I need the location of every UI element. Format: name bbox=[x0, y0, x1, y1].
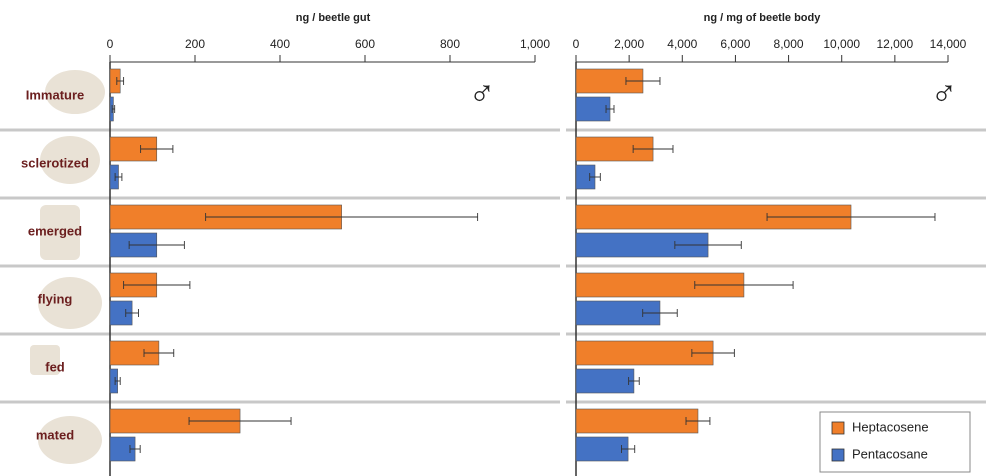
beetle-icons bbox=[30, 70, 105, 464]
error-bar bbox=[625, 77, 661, 85]
error-bar bbox=[114, 173, 123, 181]
x-tick-label: 8,000 bbox=[774, 37, 804, 51]
error-bar bbox=[143, 349, 175, 357]
error-bar bbox=[605, 105, 615, 113]
bar bbox=[575, 96, 611, 122]
axis-title: ng / mg of beetle body bbox=[704, 12, 822, 24]
bar bbox=[575, 436, 629, 462]
error-bar bbox=[685, 417, 711, 425]
x-tick-label: 1,000 bbox=[520, 37, 550, 51]
legend-box bbox=[819, 411, 971, 473]
annotation: ♂ bbox=[469, 73, 496, 114]
error-bar bbox=[628, 377, 640, 385]
error-bar bbox=[632, 145, 674, 153]
category-label: mated bbox=[36, 427, 74, 442]
axis-title: ng / beetle gut bbox=[296, 12, 371, 24]
error-bar bbox=[188, 417, 292, 425]
error-bar bbox=[111, 105, 116, 113]
x-tick-label: 0 bbox=[107, 37, 114, 51]
category-label: sclerotized bbox=[21, 155, 89, 170]
bar bbox=[575, 204, 852, 230]
x-tick-label: 14,000 bbox=[930, 37, 967, 51]
error-bar bbox=[642, 309, 678, 317]
error-bar bbox=[123, 281, 191, 289]
annotation: ♂ bbox=[931, 73, 958, 114]
legend-label: Heptacosene bbox=[852, 419, 929, 434]
category-label: emerged bbox=[28, 223, 82, 238]
x-tick-label: 4,000 bbox=[667, 37, 697, 51]
category-label: flying bbox=[38, 291, 73, 306]
error-bar bbox=[674, 241, 742, 249]
category-label: fed bbox=[45, 359, 65, 374]
error-bar bbox=[114, 377, 121, 385]
bar bbox=[575, 368, 635, 394]
x-tick-label: 10,000 bbox=[823, 37, 860, 51]
error-bar bbox=[125, 309, 139, 317]
error-bar bbox=[205, 213, 479, 221]
x-tick-label: 800 bbox=[440, 37, 460, 51]
error-bar bbox=[116, 77, 125, 85]
legend-label: Pentacosane bbox=[852, 446, 928, 461]
x-tick-label: 600 bbox=[355, 37, 375, 51]
error-bar bbox=[129, 445, 141, 453]
x-tick-label: 0 bbox=[573, 37, 580, 51]
bar bbox=[575, 340, 714, 366]
error-bar bbox=[691, 349, 735, 357]
x-tick-label: 400 bbox=[270, 37, 290, 51]
error-bar bbox=[694, 281, 794, 289]
x-tick-label: 2,000 bbox=[614, 37, 644, 51]
x-tick-label: 6,000 bbox=[720, 37, 750, 51]
error-bar bbox=[128, 241, 185, 249]
x-tick-label: 200 bbox=[185, 37, 205, 51]
x-tick-label: 12,000 bbox=[877, 37, 914, 51]
error-bar bbox=[589, 173, 601, 181]
legend-swatch bbox=[831, 421, 845, 435]
error-bar bbox=[766, 213, 936, 221]
legend-swatch bbox=[831, 448, 845, 462]
error-bar bbox=[140, 145, 174, 153]
error-bar bbox=[620, 445, 636, 453]
category-label: Immature bbox=[26, 87, 85, 102]
bar bbox=[575, 408, 699, 434]
